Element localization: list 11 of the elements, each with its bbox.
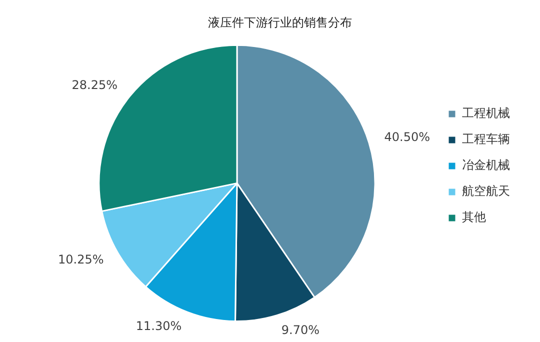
data-label: 9.70% (281, 322, 320, 337)
legend-label: 工程机械 (462, 106, 510, 120)
data-label: 11.30% (136, 319, 182, 334)
data-label: 28.25% (72, 78, 118, 92)
legend-label: 航空航天 (462, 184, 510, 198)
legend-label: 冶金机械 (462, 158, 510, 172)
chart-title: 液压件下游行业的销售分布 (208, 15, 352, 30)
data-label: 10.25% (58, 252, 104, 267)
legend-label: 工程车辆 (462, 132, 510, 146)
data-label: 40.50% (384, 130, 430, 144)
legend-label: 其他 (462, 210, 486, 224)
